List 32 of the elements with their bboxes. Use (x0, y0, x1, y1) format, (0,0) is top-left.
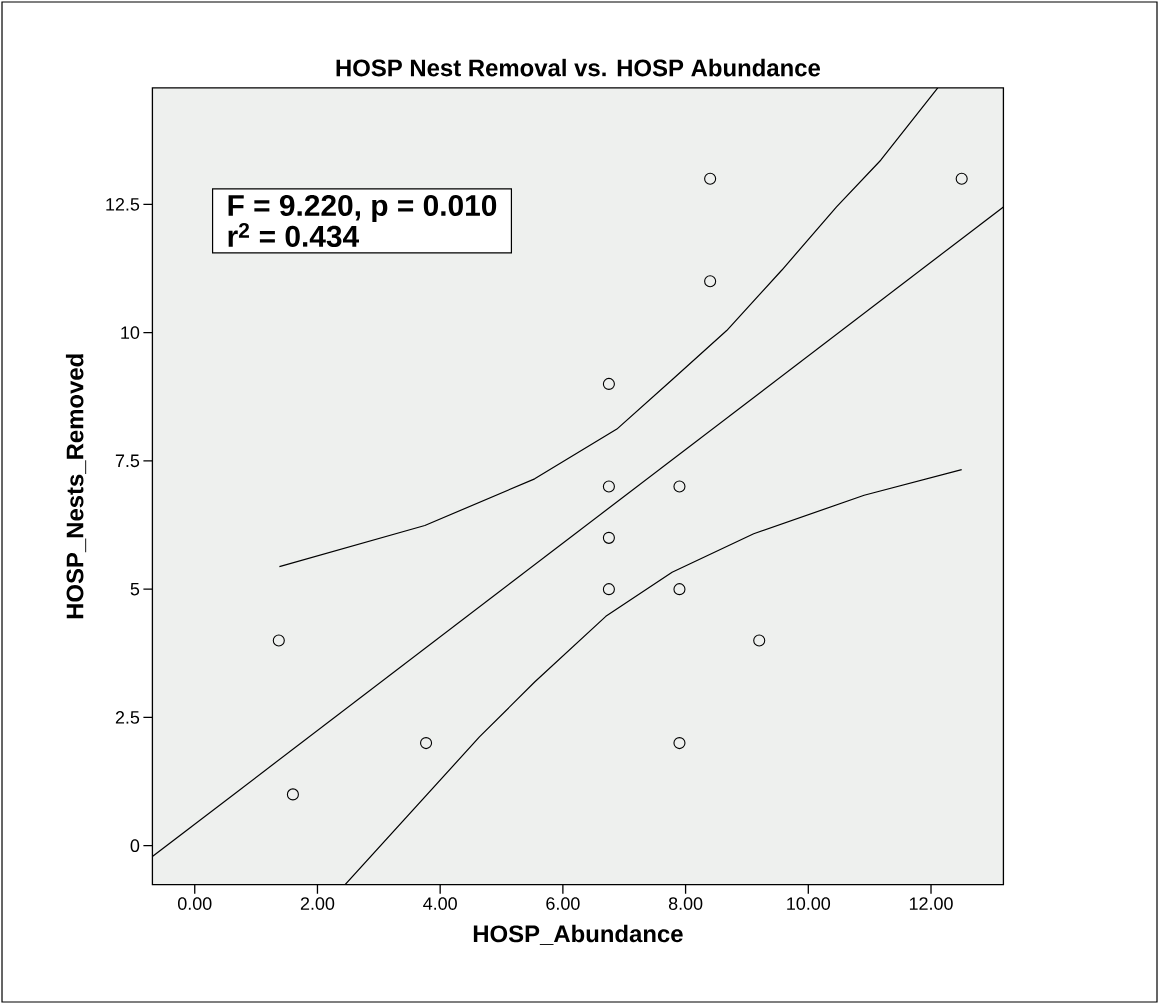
chart-title: HOSP Nest Removal vs. HOSP Abundance (336, 58, 820, 77)
annotation: F = 9.220, p = 0.010 (228, 194, 497, 222)
y-tick-label: 10 (121, 326, 140, 339)
point (286, 788, 299, 801)
x-tick-label: 10.00 (787, 897, 831, 910)
point (602, 377, 615, 390)
point (753, 634, 766, 647)
point (602, 480, 615, 493)
point (955, 172, 968, 185)
annotation: r$^{2}$ = 0.434 (228, 223, 360, 247)
y-tick-label: 7.5 (115, 454, 140, 468)
point (704, 172, 717, 185)
point (602, 583, 615, 596)
x-axis-title: HOSP_Abundance (473, 924, 683, 945)
point (420, 737, 433, 750)
x-tick-label: 2.00 (300, 897, 335, 910)
point (272, 634, 285, 647)
point (673, 737, 686, 750)
point (673, 480, 686, 493)
y-axis-title: HOSP_Nests_Removed (65, 354, 87, 619)
point (602, 531, 615, 544)
y-tick-label: 2.5 (115, 711, 140, 724)
x-tick-label: 4.00 (423, 897, 457, 910)
x-tick-label: 0.00 (178, 897, 212, 910)
x-tick-label: 8.00 (668, 897, 703, 910)
x-tick-label: 6.00 (546, 897, 580, 910)
x-tick-label: 12.00 (909, 897, 953, 910)
y-tick-label: 0 (130, 839, 140, 853)
point (704, 275, 717, 288)
point (673, 583, 686, 596)
y-tick-label: 5 (130, 582, 140, 596)
y-tick-label: 12.5 (106, 197, 140, 211)
